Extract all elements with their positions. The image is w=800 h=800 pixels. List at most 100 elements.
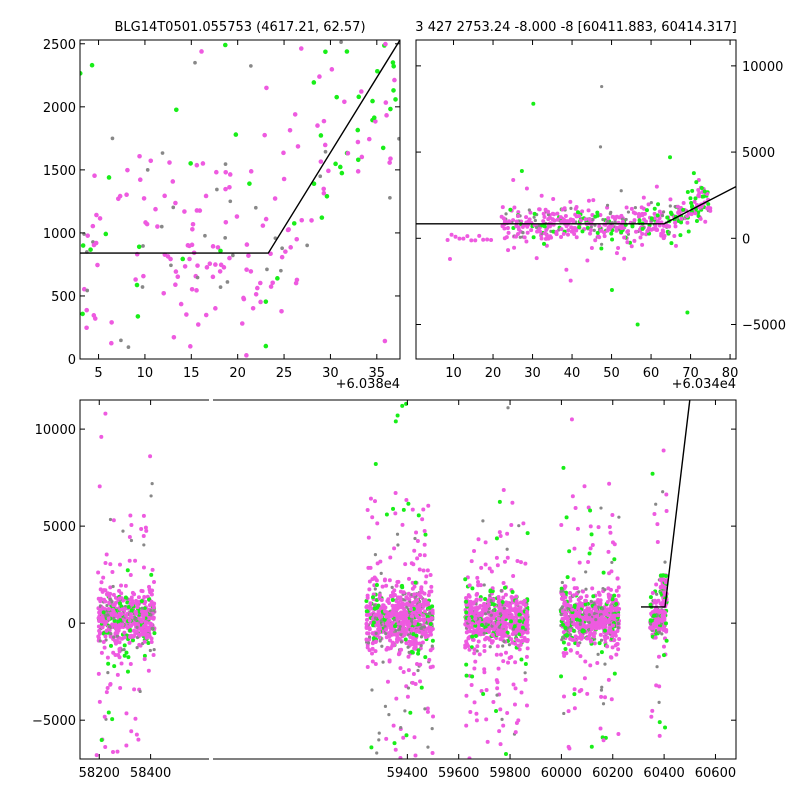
data-point [470, 621, 475, 626]
data-point [468, 600, 473, 605]
data-point [591, 594, 596, 599]
data-point [140, 606, 144, 610]
data-point [531, 235, 536, 240]
y-tick-label: 500 [51, 290, 76, 305]
data-point [165, 254, 171, 259]
data-point [415, 538, 420, 543]
data-point [92, 173, 97, 179]
data-point [394, 637, 399, 642]
data-point [509, 619, 513, 624]
data-point [149, 599, 154, 604]
data-point [497, 625, 501, 629]
data-point [473, 623, 478, 628]
data-point [463, 645, 468, 650]
data-point [129, 522, 134, 527]
data-point [514, 219, 519, 224]
data-point [616, 245, 621, 250]
data-point [603, 662, 607, 666]
data-point [381, 660, 385, 664]
data-point [483, 540, 488, 545]
data-point [104, 552, 109, 557]
data-point [649, 216, 654, 221]
data-point [228, 199, 233, 204]
data-point [393, 419, 398, 424]
data-point [497, 605, 502, 610]
data-point [124, 711, 129, 716]
data-point [420, 617, 425, 622]
data-point [664, 492, 669, 497]
data-point [152, 647, 156, 652]
data-point [577, 609, 582, 614]
data-point [464, 630, 469, 635]
data-point [390, 594, 395, 599]
data-point [617, 515, 621, 519]
data-point [142, 543, 146, 547]
data-point [505, 711, 510, 716]
data-point [630, 224, 635, 229]
data-point [505, 531, 510, 536]
data-point [599, 621, 604, 626]
data-point [406, 654, 411, 659]
data-point [588, 231, 593, 236]
data-point [250, 305, 256, 311]
data-point [694, 219, 699, 224]
data-point [580, 209, 585, 214]
data-point [132, 622, 137, 627]
data-point [510, 640, 515, 645]
data-point [525, 609, 530, 614]
data-point [149, 609, 153, 613]
data-point [562, 218, 567, 223]
data-point [678, 233, 683, 238]
data-point [497, 499, 502, 504]
data-point [516, 638, 521, 643]
data-point [150, 626, 154, 631]
data-point [564, 614, 569, 619]
data-point [426, 745, 430, 749]
data-point [614, 228, 619, 233]
data-point [146, 668, 151, 673]
data-point [650, 626, 655, 631]
data-point [139, 588, 144, 593]
data-point [412, 735, 417, 740]
data-point [395, 616, 400, 621]
data-point [638, 235, 643, 240]
data-point [374, 578, 379, 583]
data-point [85, 233, 90, 238]
data-point [384, 627, 389, 632]
data-point [371, 636, 376, 641]
data-point [505, 547, 509, 551]
data-point [659, 577, 663, 582]
data-point [589, 599, 593, 603]
data-point [383, 609, 388, 614]
data-point [516, 214, 521, 219]
data-point [579, 595, 584, 600]
data-point [417, 604, 422, 609]
data-point [469, 609, 474, 614]
data-point [664, 638, 669, 643]
data-point [123, 583, 128, 588]
data-point [661, 585, 666, 590]
data-point [373, 553, 378, 557]
data-point [141, 244, 145, 248]
data-point [305, 243, 309, 248]
data-point [475, 649, 479, 653]
data-point [203, 193, 209, 199]
data-point [378, 559, 383, 564]
data-point [427, 611, 432, 615]
data-point [673, 243, 678, 248]
data-point [429, 626, 434, 631]
data-point [605, 607, 610, 612]
data-point [118, 601, 123, 606]
data-point [616, 585, 621, 590]
data-point [523, 603, 528, 608]
data-point [610, 237, 615, 242]
data-point [96, 671, 101, 676]
data-point [469, 238, 474, 243]
data-point [94, 212, 99, 218]
data-point [608, 212, 612, 216]
data-point [329, 67, 335, 72]
data-point [611, 616, 616, 621]
data-point [612, 557, 617, 562]
data-point [101, 575, 106, 580]
data-point [588, 546, 593, 551]
